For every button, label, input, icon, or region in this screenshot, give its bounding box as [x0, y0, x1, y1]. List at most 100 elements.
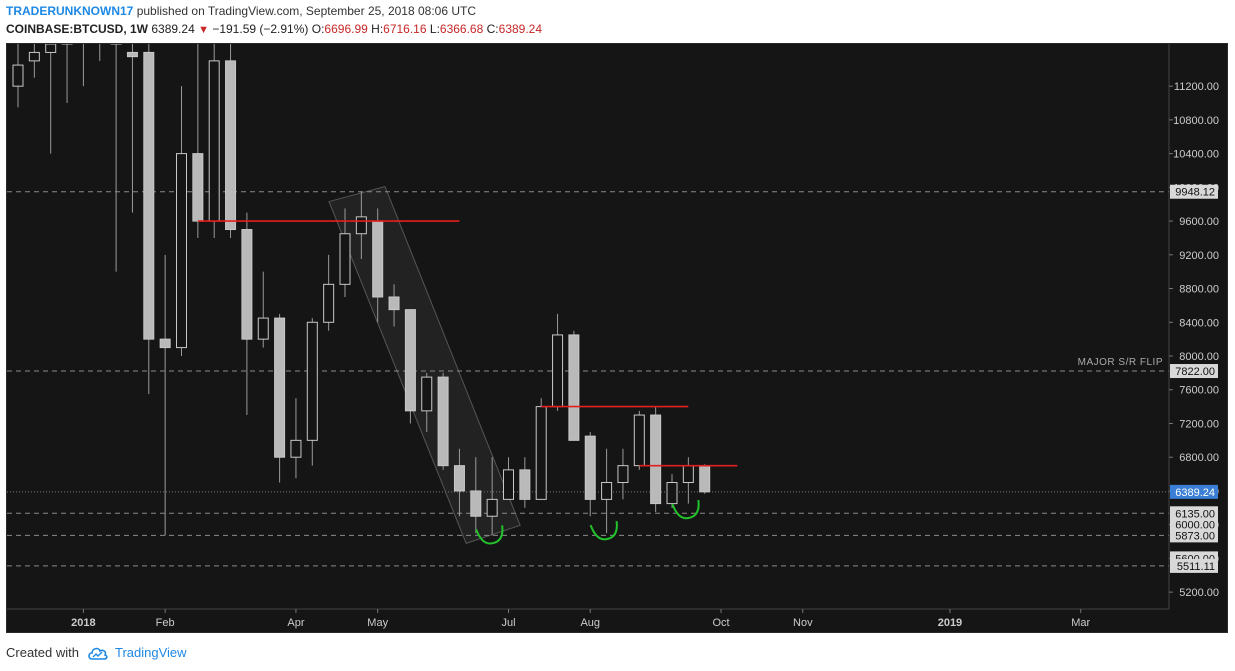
time-tick-label: Aug [580, 617, 600, 629]
author-link[interactable]: TRADERUNKNOWN17 [6, 4, 134, 18]
candle-body [225, 60, 237, 231]
candle [535, 398, 547, 500]
price-tag [1170, 364, 1218, 379]
candle-body [12, 64, 24, 87]
brand-label[interactable]: TradingView [114, 645, 187, 660]
bounce-mark [475, 525, 504, 545]
candle-body [552, 334, 564, 408]
candle-body [617, 465, 629, 484]
candle-body [453, 465, 465, 492]
candle-body [666, 482, 678, 505]
low-value: 6366.68 [439, 22, 484, 36]
candle [355, 191, 367, 260]
tradingview-link[interactable]: TradingView [87, 645, 187, 660]
candle-body [568, 334, 580, 441]
time-tick-label: Apr [287, 617, 304, 629]
candle [274, 313, 286, 483]
candle-body [290, 439, 302, 458]
price-tag [1170, 558, 1218, 573]
price-tick-label: 7600.00 [1179, 385, 1219, 397]
candle-body [633, 414, 645, 467]
price-tag-label: 5873.00 [1175, 530, 1215, 542]
candle [323, 254, 335, 331]
candle [633, 410, 645, 470]
time-tick-label: May [367, 617, 388, 629]
cloud-icon [88, 647, 108, 660]
price-tick-label: 6800.00 [1179, 452, 1219, 464]
price-tick-label: 10800.00 [1173, 115, 1219, 127]
candle-body [699, 465, 711, 493]
low-label: L: [429, 22, 440, 36]
time-axis: 2018 Feb Apr May Jul Aug Oct Nov 2019 Mar [7, 608, 1169, 629]
price-tag-label: 6389.24 [1175, 487, 1215, 499]
candle-body [372, 220, 384, 298]
price-axis: 5200.005600.006000.006400.006800.007200.… [1168, 44, 1219, 609]
price-tag [1170, 517, 1218, 532]
candle [453, 448, 465, 517]
time-tick-label: 2018 [71, 617, 95, 629]
candle [208, 44, 220, 238]
last-price: 6389.24 [151, 22, 195, 36]
candle [45, 27, 57, 154]
candle [388, 284, 400, 327]
candle [404, 309, 416, 424]
candle-body [126, 51, 138, 58]
triangle-down-icon: ▼ [198, 24, 209, 36]
candle-body [159, 338, 171, 349]
candle [470, 457, 482, 534]
candle [437, 372, 449, 470]
candle-body [650, 414, 662, 505]
price-tag [1170, 528, 1218, 543]
candle [126, 27, 138, 213]
time-tick-label: Feb [156, 617, 175, 629]
candle [617, 448, 629, 500]
candle-body [208, 60, 220, 222]
candle-body [682, 465, 694, 484]
candle [159, 254, 171, 536]
candle-body [421, 376, 433, 412]
candle-body [503, 469, 514, 500]
high-label: H: [371, 22, 384, 36]
candle-body [470, 490, 482, 517]
price-tick-label: 7200.00 [1179, 418, 1219, 430]
candle-body [535, 406, 547, 500]
price-tag-label: 5511.11 [1177, 561, 1215, 573]
candle [666, 474, 678, 508]
candle [421, 372, 433, 432]
candle-body [274, 317, 286, 458]
price-tick-label: 8400.00 [1179, 317, 1219, 329]
candle-body [388, 296, 400, 311]
price-tick-label: 5200.00 [1179, 587, 1219, 599]
time-tick-label: Oct [712, 617, 729, 629]
price-tick-label: 8000.00 [1179, 351, 1219, 363]
candle-body [339, 233, 351, 285]
candle-body [45, 43, 57, 53]
candle-body [306, 321, 318, 441]
price-tag-label: 7822.00 [1175, 366, 1215, 378]
candle [503, 457, 514, 500]
symbol-info: COINBASE:BTCUSD, 1W 6389.24 ▼ −191.59 (−… [6, 22, 542, 36]
candle [306, 318, 318, 466]
price-change: −191.59 (−2.91%) [212, 22, 309, 36]
time-tick-label: 2019 [938, 617, 962, 629]
candle-body [601, 482, 613, 500]
price-tag [1170, 184, 1218, 199]
candlestick-chart[interactable]: MAJOR S/R FLIP 5200.005600.006000.006400.… [7, 27, 1227, 632]
candle-body [192, 153, 204, 222]
chart-panel[interactable]: MAJOR S/R FLIP 5200.005600.006000.006400.… [6, 27, 1228, 633]
candle-body [486, 498, 498, 517]
open-label: O: [311, 22, 325, 36]
price-tick-label: 9200.00 [1179, 250, 1219, 262]
candle [568, 330, 580, 441]
time-tick-label: Mar [1071, 617, 1090, 629]
chart-header: TRADERUNKNOWN17 published on TradingView… [6, 4, 476, 18]
candle-body [241, 229, 253, 340]
candle [584, 431, 596, 517]
candle-body [28, 51, 40, 62]
price-tick-label: 8800.00 [1179, 284, 1219, 296]
bounce-mark [589, 520, 618, 541]
annotation-label: MAJOR S/R FLIP [1078, 357, 1163, 368]
candle [699, 464, 711, 494]
candle-body [355, 216, 367, 235]
symbol-label: COINBASE:BTCUSD, 1W [6, 22, 149, 36]
